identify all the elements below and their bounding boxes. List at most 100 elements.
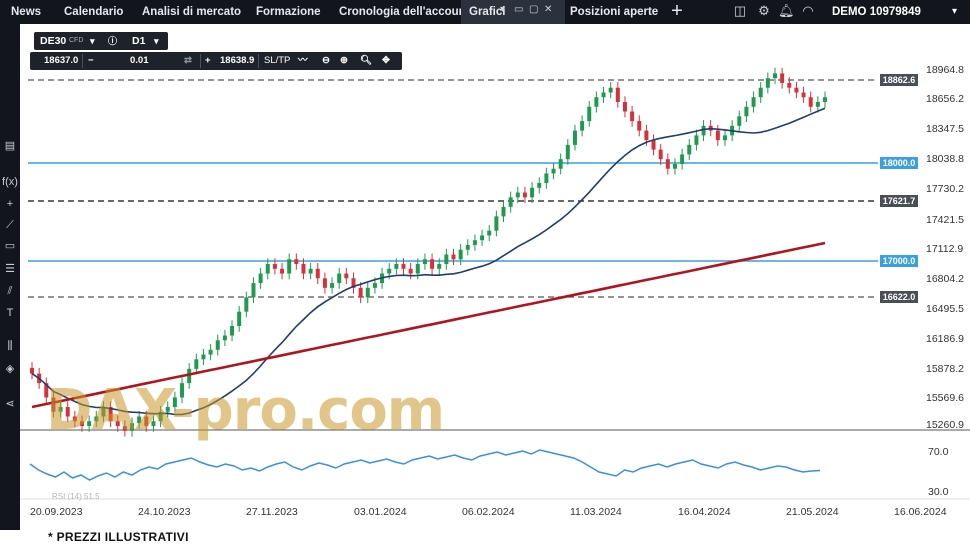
zoom-in-icon[interactable]: ⊕ — [340, 55, 348, 66]
time-axis-label: 03.01.2024 — [354, 506, 407, 518]
tab-calendario[interactable]: Calendario — [64, 6, 124, 18]
info-icon[interactable]: ⓘ — [108, 36, 118, 46]
candle-body — [287, 259, 292, 274]
settings-icon[interactable]: ⚙ — [758, 3, 770, 18]
candle-body — [301, 264, 306, 274]
timeframe-value[interactable]: D1 — [132, 35, 146, 47]
volume-increase-button[interactable]: + — [205, 55, 211, 66]
candle-body — [672, 163, 677, 169]
volume-decrease-button[interactable]: − — [88, 55, 94, 66]
candle-body — [658, 149, 663, 160]
candle-body — [201, 354, 206, 360]
tab-news[interactable]: News — [11, 6, 42, 18]
candle-body — [58, 406, 63, 412]
price-axis-label: 17421.5 — [926, 214, 964, 226]
tab-grafici[interactable]: Grafici — [461, 0, 565, 24]
candle-body — [280, 268, 285, 274]
account-dropdown-icon[interactable]: ▾ — [952, 6, 958, 17]
candle-body — [194, 359, 199, 369]
candle-body — [401, 264, 406, 269]
tab-formazione[interactable]: Formazione — [256, 6, 321, 18]
fibonacci-icon[interactable]: ☰ — [5, 263, 15, 275]
candle-body — [537, 183, 542, 188]
candle-settings-icon[interactable]: ⫼ — [7, 340, 13, 352]
separator — [82, 54, 83, 68]
layers-icon[interactable]: ◈ — [5, 363, 15, 375]
symbol-selector[interactable]: DE30 CFD ▾ ⓘ D1 ▾ — [34, 32, 168, 50]
level-tag: 18000.0 — [880, 157, 918, 169]
chart-canvas[interactable] — [20, 24, 970, 530]
indicator-fx-icon[interactable]: f(x) — [2, 176, 18, 188]
account-type: DEMO — [832, 6, 867, 18]
time-axis-label: 20.09.2023 — [30, 506, 83, 518]
candle-body — [437, 264, 442, 269]
rsi-axis-70: 70.0 — [928, 446, 949, 458]
close-icon[interactable]: ✕ — [544, 4, 553, 15]
crosshair-icon[interactable]: + — [6, 198, 14, 210]
candle-body — [51, 397, 56, 412]
layout-panel-icon[interactable]: ◫ — [733, 3, 747, 18]
tab-cronologia-account[interactable]: Cronologia dell'account — [339, 6, 470, 18]
candle-body — [444, 254, 449, 265]
candle-body — [451, 254, 456, 260]
candle-body — [644, 130, 649, 141]
separator — [200, 54, 201, 68]
candle-body — [94, 416, 99, 422]
tab-dropdown-icon[interactable]: ▾ — [500, 4, 506, 15]
candle-body — [615, 87, 620, 103]
time-axis-label: 11.03.2024 — [570, 506, 622, 518]
candle-body — [487, 230, 492, 236]
candle-body — [587, 106, 592, 122]
moving-average-fast — [31, 107, 826, 416]
candle-body — [801, 92, 806, 98]
candle-body — [372, 283, 377, 288]
chart-type-icon[interactable]: ▤ — [4, 140, 16, 152]
rsi-label: RSI (14) 51.5 — [52, 492, 100, 501]
watermark-text: DAX-pro.com — [46, 378, 445, 443]
price-chart[interactable] — [20, 24, 970, 530]
candle-body — [630, 111, 635, 122]
candle-body — [222, 335, 227, 341]
buy-price[interactable]: 18638.9 — [220, 55, 255, 66]
trendline-icon[interactable]: ⟋ — [6, 219, 14, 231]
add-tab-icon[interactable]: + — [671, 0, 683, 22]
timeframe-dropdown-icon[interactable]: ▾ — [154, 36, 159, 46]
candle-body — [237, 311, 242, 326]
volume-input[interactable]: 0.01 — [130, 55, 149, 66]
candle-body — [258, 273, 263, 284]
sltp-button[interactable]: SL/TP — [264, 55, 291, 66]
account-info[interactable]: DEMO 10979849 — [832, 0, 921, 24]
sell-price[interactable]: 18637.0 — [44, 55, 79, 66]
candle-body — [751, 97, 756, 107]
candle-body — [394, 264, 399, 269]
price-axis-label: 17730.2 — [926, 183, 964, 195]
candle-body — [158, 411, 163, 422]
tab-analisi-di-mercato[interactable]: Analisi di mercato — [142, 6, 242, 18]
minimize-icon[interactable]: ▭ — [514, 4, 524, 15]
candle-body — [808, 97, 813, 107]
move-icon[interactable]: ✥ — [382, 55, 390, 66]
symbol-name: DE30 — [40, 35, 67, 47]
maximize-icon[interactable]: ▢ — [529, 4, 539, 15]
text-tool-icon[interactable]: T — [6, 307, 14, 319]
rectangle-icon[interactable]: ▭ — [4, 240, 16, 252]
candle-body — [351, 278, 356, 288]
candle-body — [144, 416, 149, 427]
rsi-line — [29, 449, 821, 481]
candle-body — [558, 159, 563, 169]
candle-body — [344, 273, 349, 279]
zoom-icon[interactable]: 🔍︎ — [360, 55, 373, 66]
symbol-dropdown-icon[interactable]: ▾ — [90, 36, 95, 46]
candle-body — [530, 187, 535, 198]
pitchfork-icon[interactable]: ⫽ — [7, 285, 13, 297]
tab-grafici-label: Grafici — [469, 6, 506, 18]
candle-body — [387, 268, 392, 274]
reset-icon[interactable]: ⇄ — [184, 55, 192, 66]
tab-posizioni-aperte[interactable]: Posizioni aperte — [570, 6, 659, 18]
candle-body — [551, 168, 556, 174]
notifications-bell-icon[interactable]: 🔔︎ — [778, 3, 795, 18]
zoom-out-icon[interactable]: ⊖ — [322, 55, 330, 66]
share-icon[interactable]: ⋖ — [5, 398, 15, 410]
level-tag: 17000.0 — [880, 255, 918, 267]
line-chart-icon[interactable]: 〰 — [298, 55, 308, 66]
